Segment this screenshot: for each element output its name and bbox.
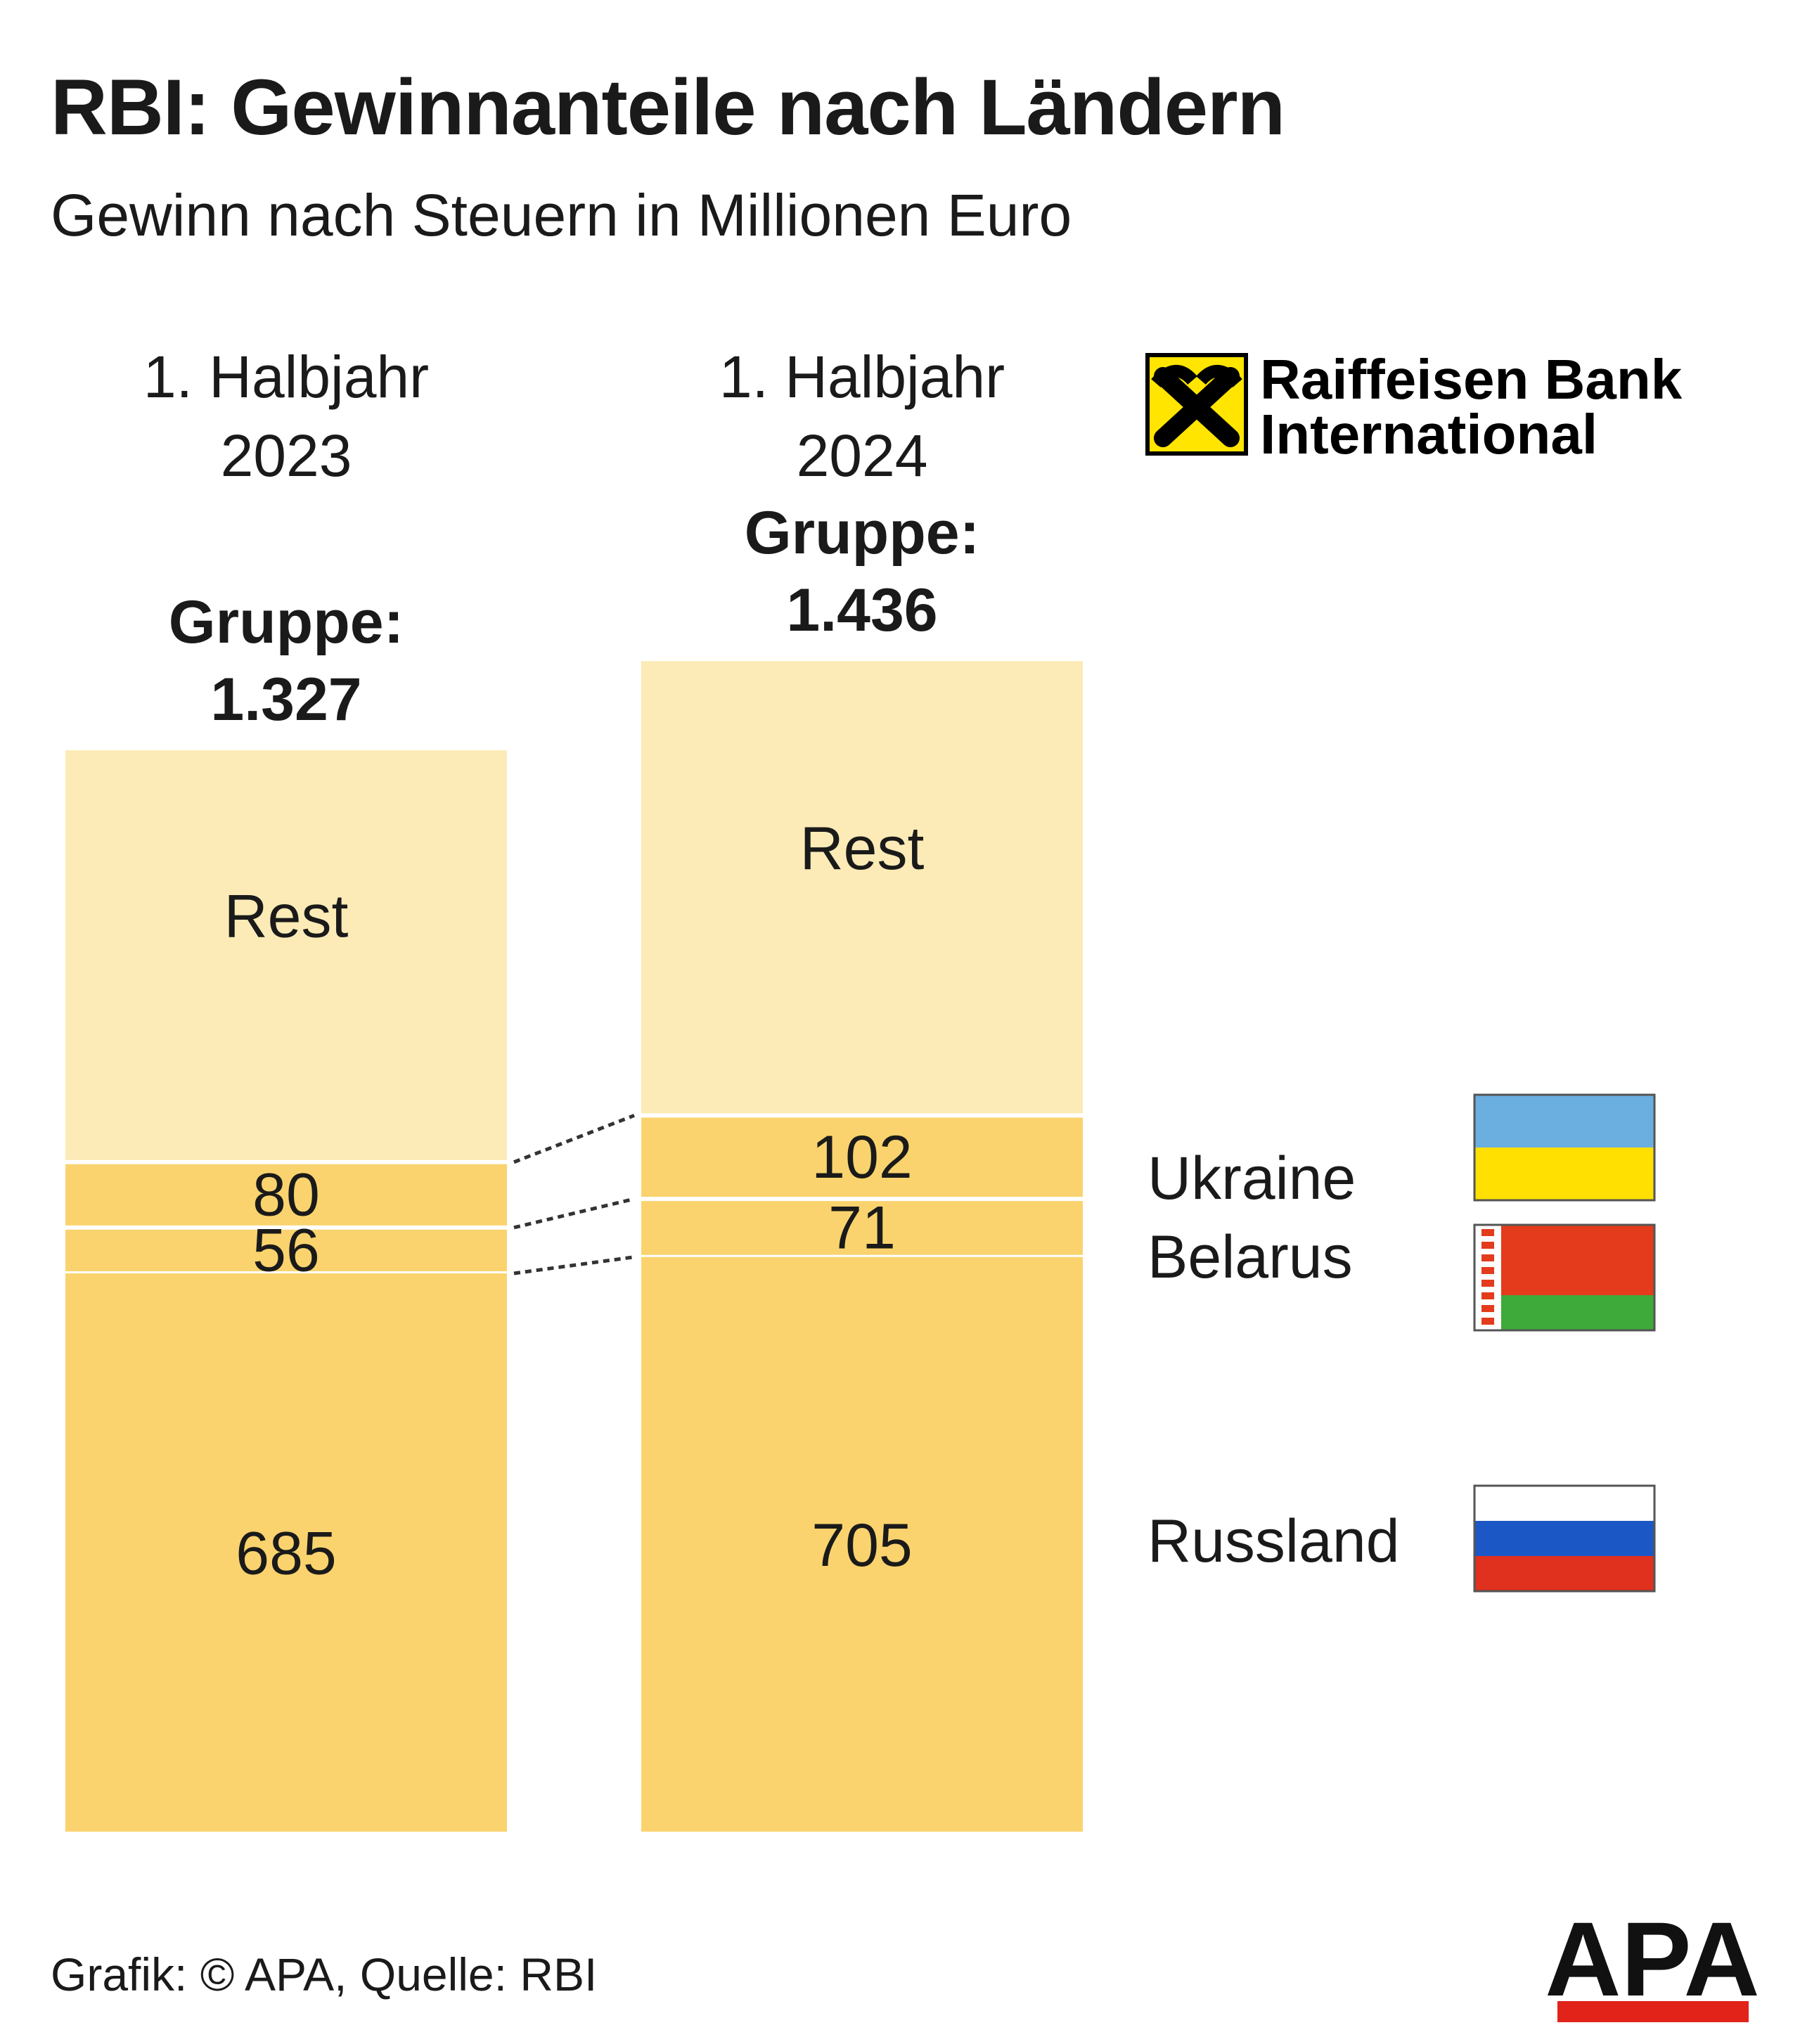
bar-segment-ukraine-1 xyxy=(641,1117,1083,1197)
apa-logo-red-bar xyxy=(1557,2001,1749,2022)
data-label: Rest xyxy=(224,882,349,950)
flag-border xyxy=(1473,1223,1656,1332)
group-total-value: 1.436 xyxy=(786,577,937,644)
data-label: 71 xyxy=(828,1194,896,1261)
connector-line xyxy=(513,1255,635,1275)
belarus-ornament-mark xyxy=(1481,1318,1494,1325)
belarus-ornament-mark xyxy=(1481,1242,1494,1249)
flag-border xyxy=(1473,1484,1656,1593)
belarus-ornament-mark xyxy=(1481,1305,1494,1312)
bar-segment-belarus-0 xyxy=(65,1229,507,1272)
source-credit: Grafik: © APA, Quelle: RBI xyxy=(51,1948,598,2000)
belarus-ornament-mark xyxy=(1481,1267,1494,1274)
connector-line xyxy=(513,1114,635,1164)
apa-logo: APA xyxy=(1545,1900,1760,2018)
category-label-line1: 1. Halbjahr xyxy=(143,344,429,410)
connector-line xyxy=(513,1197,635,1230)
raiffeisen-logo-mark xyxy=(1151,364,1242,447)
bar-segment-belarus-1 xyxy=(641,1201,1083,1255)
legend-label-russland: Russland xyxy=(1148,1508,1400,1575)
belarus-flag-stripe xyxy=(1474,1295,1654,1330)
belarus-flag-ornament-band xyxy=(1474,1225,1501,1330)
ukraine-flag-stripe xyxy=(1474,1148,1654,1200)
flag-border xyxy=(1473,1093,1656,1202)
russia-flag-icon xyxy=(1474,1486,1654,1521)
belarus-ornament-mark xyxy=(1481,1292,1494,1299)
data-label: Rest xyxy=(800,815,925,882)
logo-name-line2: International xyxy=(1260,403,1598,465)
bar-segment-rest-1 xyxy=(641,661,1083,1114)
data-label: 685 xyxy=(236,1520,337,1588)
ukraine-flag-icon xyxy=(1474,1095,1654,1148)
bar-segment-rest-0 xyxy=(65,750,507,1160)
bar-segment-russland-0 xyxy=(65,1273,507,1832)
group-total-value: 1.327 xyxy=(210,666,361,733)
bar-segment-russland-1 xyxy=(641,1256,1083,1832)
legend-label-ukraine: Ukraine xyxy=(1148,1145,1356,1212)
group-total-label: Gruppe: xyxy=(169,589,404,656)
data-label: 102 xyxy=(811,1124,913,1191)
bar-segment-ukraine-0 xyxy=(65,1164,507,1226)
category-label-line1: 1. Halbjahr xyxy=(719,344,1005,410)
category-label-line2: 2024 xyxy=(797,423,928,489)
russia-flag-stripe xyxy=(1474,1521,1654,1556)
chart-title: RBI: Gewinnanteile nach Ländern xyxy=(51,63,1285,151)
group-total-label: Gruppe: xyxy=(745,499,979,567)
data-label: 80 xyxy=(252,1161,320,1228)
legend-label-belarus: Belarus xyxy=(1148,1223,1353,1291)
belarus-ornament-mark xyxy=(1481,1229,1494,1236)
data-label: 56 xyxy=(252,1216,320,1284)
belarus-ornament-mark xyxy=(1481,1280,1494,1287)
category-label-line2: 2023 xyxy=(221,423,352,489)
data-label: 705 xyxy=(811,1512,913,1579)
chart-subtitle: Gewinn nach Steuern in Millionen Euro xyxy=(51,182,1072,248)
belarus-flag-icon xyxy=(1474,1225,1654,1295)
russia-flag-stripe xyxy=(1474,1556,1654,1591)
logo-name-line1: Raiffeisen Bank xyxy=(1260,348,1683,411)
belarus-ornament-mark xyxy=(1481,1254,1494,1261)
